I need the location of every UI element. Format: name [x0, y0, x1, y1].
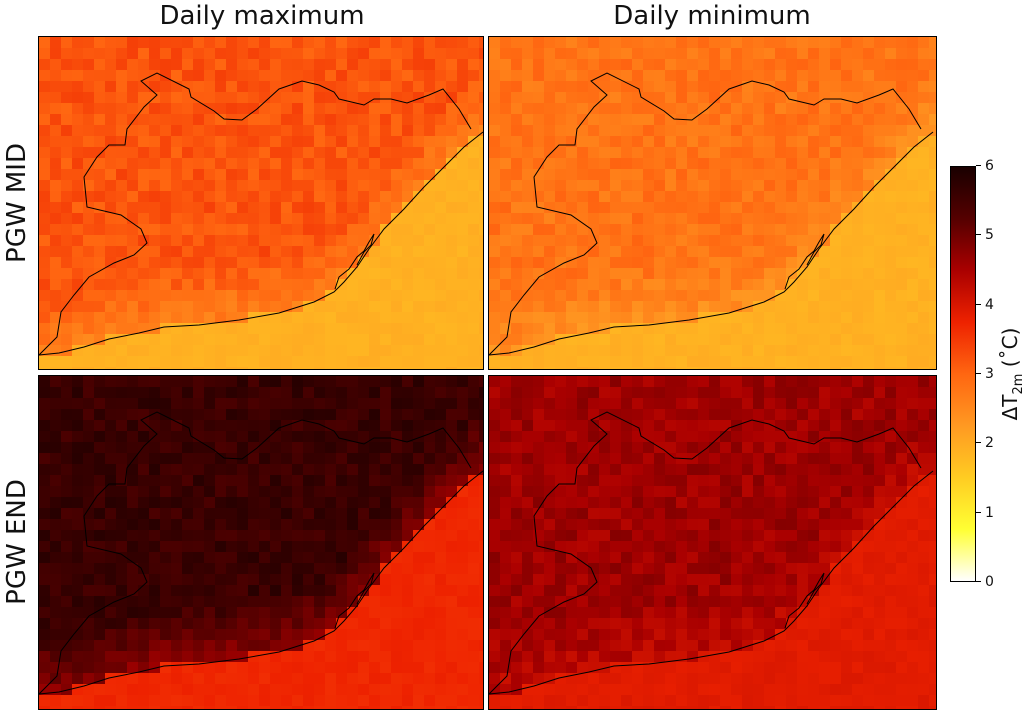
coastline: [489, 470, 934, 695]
port-outline: [334, 233, 375, 290]
coastline: [39, 470, 483, 695]
map-panel-end-min: [488, 375, 937, 710]
coastline: [489, 131, 934, 356]
colorbar-tick-2: 2: [976, 436, 994, 450]
colorbar-tick-6: 6: [976, 159, 994, 173]
colorbar-tick-0: 0: [976, 575, 994, 589]
coastline: [39, 131, 483, 356]
map-mid-max-svg: [39, 37, 483, 369]
colorbar-label-prefix: ΔT: [998, 394, 1022, 421]
port-outline: [334, 572, 375, 629]
map-panel-end-max: [38, 375, 484, 710]
colorbar-tick-1: 1: [976, 506, 994, 520]
colorbar-tick-4: 4: [976, 298, 994, 312]
row-title-pgw-mid-text: PGW MID: [2, 143, 33, 263]
map-panel-mid-min: [488, 36, 937, 370]
colorbar-label-sub: 2m: [1011, 373, 1024, 395]
colorbar-label-suffix: (˚C): [998, 327, 1022, 374]
region-boundary: [489, 411, 922, 695]
port-outline: [784, 572, 825, 629]
row-title-pgw-end: PGW END: [0, 374, 34, 710]
colorbar: [950, 166, 976, 582]
port-outline: [784, 233, 825, 290]
row-title-pgw-end-text: PGW END: [2, 479, 33, 605]
map-mid-min-svg: [489, 37, 936, 369]
region-boundary: [489, 72, 922, 356]
region-boundary: [39, 72, 472, 356]
colorbar-tick-3: 3: [976, 367, 994, 381]
row-title-pgw-mid: PGW MID: [0, 36, 34, 370]
column-title-daily-maximum: Daily maximum: [159, 1, 365, 31]
column-title-daily-minimum: Daily minimum: [613, 1, 811, 31]
colorbar-label: ΔT2m (˚C): [998, 328, 1024, 421]
map-end-max-svg: [39, 376, 483, 709]
colorbar-tick-5: 5: [976, 228, 994, 242]
map-end-min-svg: [489, 376, 936, 709]
map-panel-mid-max: [38, 36, 484, 370]
region-boundary: [39, 411, 472, 695]
